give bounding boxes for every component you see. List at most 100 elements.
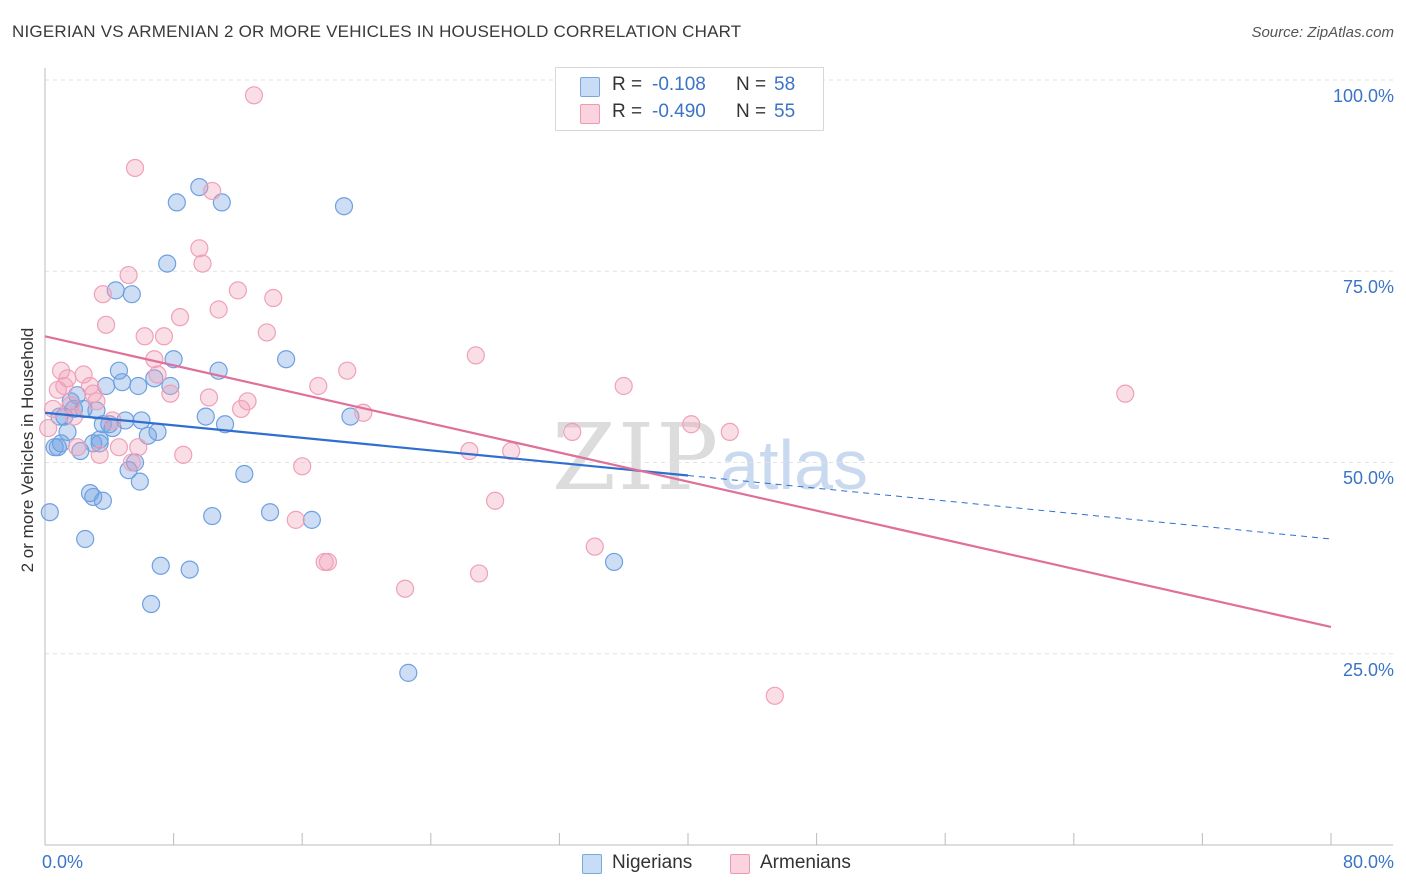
legend-swatch-nigerians [580, 77, 600, 97]
point-armenians-45 [395, 579, 415, 598]
y-axis-title-wrap: 2 or more Vehicles in Household [16, 292, 40, 608]
point-armenians-31 [209, 300, 228, 319]
y-axis-title: 2 or more Vehicles in Household [18, 327, 37, 573]
legend-r-value: -0.108 [652, 74, 706, 95]
point-nigerians-29 [141, 594, 161, 614]
point-armenians-17 [122, 453, 141, 472]
point-nigerians-35 [180, 560, 199, 579]
point-armenians-49 [486, 491, 505, 510]
point-nigerians-48 [604, 552, 624, 572]
legend-r-label: R = [612, 101, 643, 122]
legend-n-label: N = [736, 101, 767, 122]
point-armenians-43 [338, 361, 357, 380]
point-nigerians-53 [48, 438, 67, 457]
point-nigerians-15 [93, 491, 112, 510]
point-armenians-56 [765, 686, 784, 705]
point-armenians-55 [720, 422, 739, 441]
point-nigerians-34 [167, 193, 186, 212]
point-nigerians-31 [151, 556, 170, 575]
source-label: Source: ZipAtlas.com [1251, 24, 1394, 41]
point-nigerians-55 [215, 415, 235, 434]
point-armenians-22 [148, 365, 167, 384]
point-armenians-38 [286, 510, 305, 529]
point-armenians-27 [190, 239, 209, 258]
point-nigerians-47 [399, 663, 418, 682]
point-nigerians-30 [148, 422, 167, 441]
point-armenians-15 [109, 438, 129, 457]
point-nigerians-11 [84, 487, 103, 507]
point-nigerians-0 [40, 503, 59, 522]
point-armenians-8 [74, 365, 93, 384]
point-armenians-51 [563, 422, 582, 441]
point-nigerians-14 [93, 415, 112, 434]
point-nigerians-43 [277, 350, 296, 369]
y-tick-50: 50.0% [1342, 468, 1394, 488]
correlation-legend: R = -0.108 N = 58 R = -0.490 N = 55 [555, 67, 824, 131]
point-armenians-32 [228, 281, 247, 300]
point-armenians-5 [58, 369, 77, 388]
point-armenians-13 [96, 315, 116, 334]
y-tick-25: 25.0% [1342, 660, 1394, 680]
legend-r-value: -0.490 [652, 101, 706, 122]
legend-n-value: 58 [774, 74, 796, 95]
point-nigerians-25 [129, 376, 148, 396]
point-armenians-7 [68, 438, 87, 457]
point-armenians-25 [170, 308, 190, 327]
point-armenians-16 [119, 265, 138, 285]
point-nigerians-4 [58, 422, 77, 441]
point-armenians-53 [614, 376, 633, 396]
series-swatch-armenians [730, 854, 750, 874]
point-armenians-19 [129, 438, 148, 457]
point-nigerians-37 [196, 407, 215, 426]
point-armenians-39 [293, 457, 312, 476]
point-nigerians-32 [158, 254, 177, 273]
point-armenians-47 [466, 346, 485, 365]
point-armenians-20 [135, 327, 154, 346]
point-nigerians-19 [109, 361, 129, 380]
series-swatch-nigerians [582, 854, 602, 874]
trendline-nigerians [44, 411, 689, 477]
point-armenians-46 [460, 441, 479, 461]
x-axis-max-label: 80.0% [1342, 852, 1394, 872]
point-armenians-52 [585, 537, 604, 556]
point-armenians-29 [199, 388, 219, 407]
point-nigerians-42 [260, 503, 280, 522]
point-nigerians-9 [76, 529, 95, 549]
point-armenians-26 [174, 445, 193, 464]
legend-n-value: 55 [774, 101, 796, 122]
legend-swatch-armenians [580, 104, 600, 124]
y-tick-75: 75.0% [1342, 277, 1394, 297]
point-armenians-30 [203, 181, 222, 201]
point-armenians-37 [264, 288, 283, 308]
point-nigerians-23 [122, 285, 141, 304]
point-nigerians-45 [334, 197, 354, 216]
point-nigerians-27 [132, 411, 151, 430]
point-armenians-36 [257, 323, 276, 342]
point-armenians-24 [161, 384, 180, 403]
legend-r-label: R = [612, 74, 643, 95]
point-armenians-59 [87, 392, 106, 411]
point-nigerians-54 [161, 376, 180, 396]
point-armenians-58 [61, 396, 80, 415]
point-armenians-18 [125, 158, 145, 178]
point-armenians-54 [682, 415, 701, 434]
point-armenians-28 [193, 254, 212, 273]
point-armenians-48 [469, 564, 489, 583]
point-armenians-42 [318, 552, 338, 572]
point-armenians-12 [93, 285, 112, 304]
point-armenians-35 [244, 86, 264, 105]
point-nigerians-44 [302, 510, 321, 529]
trendline-armenians [44, 335, 1332, 629]
chart-title: NIGERIAN VS ARMENIAN 2 OR MORE VEHICLES … [12, 22, 742, 41]
point-armenians-57 [1116, 384, 1135, 403]
series-label-nigerians: Nigerians [612, 852, 693, 873]
point-armenians-34 [238, 392, 257, 411]
point-armenians-40 [309, 376, 328, 396]
point-nigerians-20 [113, 373, 132, 392]
trendline-extension-nigerians [687, 475, 1332, 540]
point-nigerians-41 [235, 464, 254, 484]
series-label-armenians: Armenians [760, 852, 851, 873]
point-armenians-0 [39, 418, 58, 438]
point-armenians-11 [90, 445, 109, 464]
